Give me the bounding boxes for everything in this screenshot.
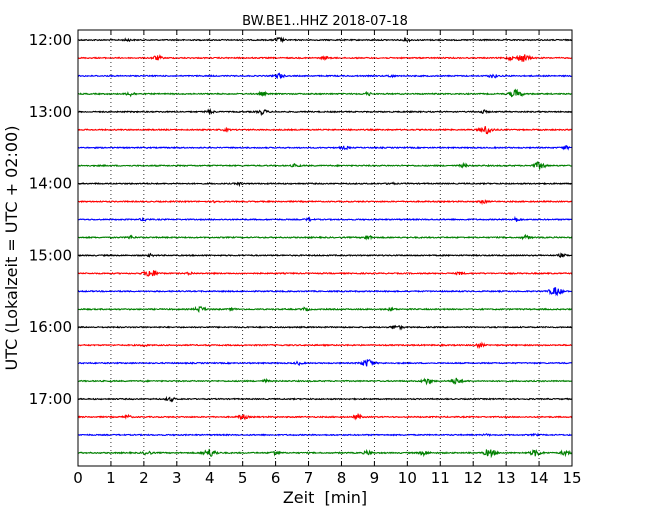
y-ticks-layer: 12:00 13:00 14:00 15:00 16:00 17:00 [29, 31, 572, 408]
x-tick-label-8: 8 [337, 469, 347, 487]
y-tick-label-1700: 17:00 [29, 390, 72, 408]
x-tick-label-7: 7 [304, 469, 314, 487]
x-tick-label-6: 6 [271, 469, 281, 487]
x-tick-label-0: 0 [73, 469, 83, 487]
trace-1245 [77, 88, 573, 98]
plot-frame [77, 29, 573, 467]
x-tick-label-10: 10 [398, 469, 417, 487]
trace-1230 [77, 72, 573, 80]
x-tick-label-12: 12 [464, 469, 483, 487]
y-tick-label-1600: 16:00 [29, 318, 72, 336]
y-tick-label-1400: 14:00 [29, 175, 72, 193]
x-tick-label-4: 4 [205, 469, 215, 487]
trace-1200 [77, 36, 573, 44]
y-tick-label-1500: 15:00 [29, 246, 72, 264]
trace-1630 [77, 359, 573, 367]
x-tick-label-14: 14 [530, 469, 549, 487]
trace-1515 [77, 269, 573, 277]
trace-1500 [77, 252, 573, 258]
trace-1745 [77, 448, 573, 459]
x-ticks-layer: 0 1 2 3 4 5 6 7 8 9 10 11 12 13 14 15 [73, 30, 582, 487]
x-axis-label: Zeit [min] [283, 488, 367, 507]
x-tick-label-15: 15 [562, 469, 581, 487]
trace-1615 [77, 341, 573, 350]
x-tick-label-3: 3 [172, 469, 182, 487]
y-tick-label-1200: 12:00 [29, 31, 72, 49]
trace-1530 [77, 287, 573, 297]
trace-1345 [77, 161, 573, 170]
chart-title: BW.BE1..HHZ 2018-07-18 [242, 14, 408, 29]
trace-1545 [77, 305, 573, 314]
trace-1430 [77, 215, 573, 223]
x-tick-label-13: 13 [497, 469, 516, 487]
trace-1715 [77, 412, 573, 421]
trace-1445 [77, 233, 573, 241]
x-tick-label-1: 1 [106, 469, 116, 487]
x-tick-label-5: 5 [238, 469, 248, 487]
trace-1315 [78, 126, 573, 135]
x-tick-label-11: 11 [431, 469, 450, 487]
trace-1215 [77, 54, 573, 62]
trace-1645 [77, 377, 573, 386]
y-axis-label: UTC (Lokalzeit = UTC + 02:00) [2, 126, 21, 371]
x-tick-label-9: 9 [370, 469, 380, 487]
trace-1415 [77, 199, 573, 206]
trace-1400 [77, 181, 573, 188]
trace-1600 [77, 324, 573, 331]
trace-1330 [77, 145, 573, 151]
trace-1700 [77, 395, 573, 403]
trace-1730 [77, 432, 573, 437]
x-tick-label-2: 2 [139, 469, 149, 487]
y-tick-label-1300: 13:00 [29, 103, 72, 121]
grid-layer [110, 30, 540, 466]
traces-layer [77, 36, 573, 459]
trace-1300 [77, 107, 573, 117]
